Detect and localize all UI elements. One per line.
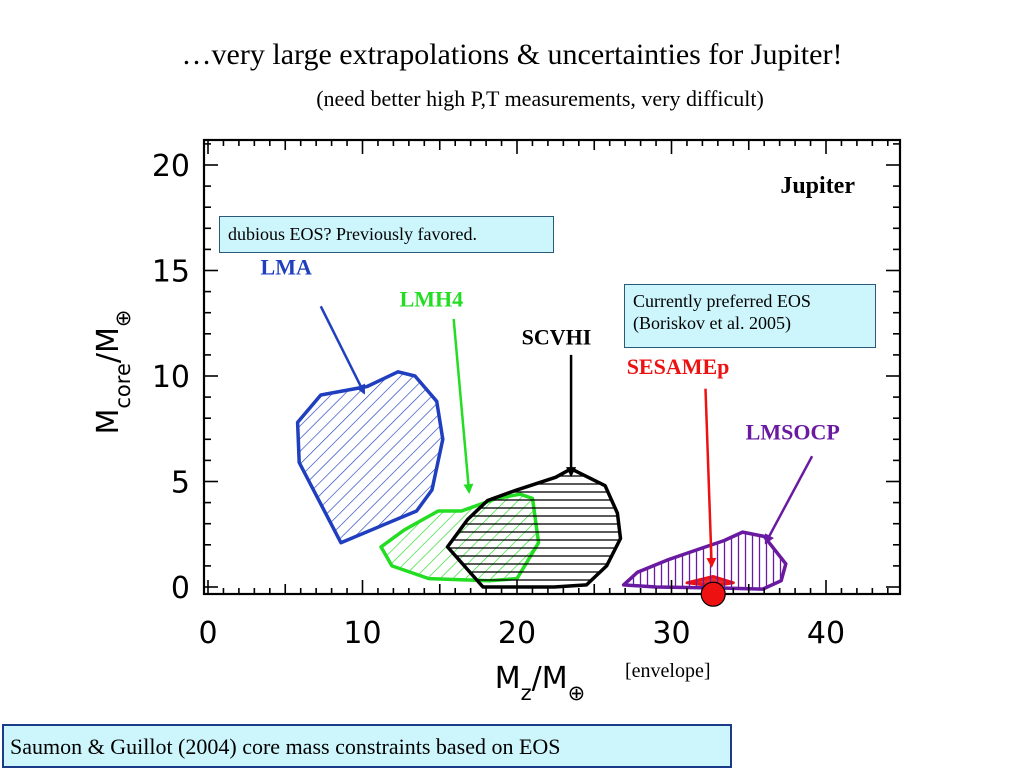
x-tick-label: 0 (198, 616, 217, 651)
arrow-lmh4 (452, 318, 474, 495)
caption-box: Saumon & Guillot (2004) core mass constr… (2, 724, 732, 768)
series-label-lmsocp: LMSOCP (746, 419, 840, 444)
arrow-lmsocp (764, 455, 814, 545)
preferred-eos-line2: (Boriskov et al. 2005) (633, 313, 791, 333)
preferred-eos-note: Currently preferred EOS (Boriskov et al.… (624, 284, 876, 348)
x-tick-label: 20 (498, 616, 536, 651)
x-tick-label: 40 (807, 616, 845, 651)
series-label-lma: LMA (261, 255, 312, 280)
region-scvhi (445, 467, 623, 589)
dubious-eos-note: dubious EOS? Previously favored. (219, 216, 554, 253)
x-axis-label: Mz/M⊕ (495, 661, 586, 705)
series-label-lmh4: LMH4 (400, 286, 464, 311)
preferred-eos-line1: Currently preferred EOS (633, 291, 811, 311)
slide-subtitle: (need better high P,T measurements, very… (316, 86, 764, 111)
x-tick-label: 10 (343, 616, 381, 651)
region-lmsocp (621, 530, 788, 591)
x-tick-label: 30 (652, 616, 690, 651)
y-tick-label: 5 (171, 466, 190, 501)
arrow-sesamep (704, 388, 717, 568)
y-tick-label: 0 (171, 571, 190, 606)
envelope-label: [envelope] (625, 660, 711, 682)
series-label-sesamep: SESAMEp (627, 354, 730, 379)
series-label-scvhi: SCVHI (522, 324, 592, 349)
slide-title: …very large extrapolations & uncertainti… (181, 38, 843, 71)
y-axis-label: Mcore/M⊕ (91, 310, 135, 435)
y-tick-label: 15 (152, 255, 190, 290)
region-lma (295, 370, 445, 545)
y-tick-label: 10 (152, 360, 190, 395)
chart-title: Jupiter (780, 173, 855, 199)
arrow-lma (319, 305, 366, 395)
current-estimate-marker (700, 581, 726, 607)
y-tick-label: 20 (152, 149, 190, 184)
plot-frame (202, 138, 902, 596)
